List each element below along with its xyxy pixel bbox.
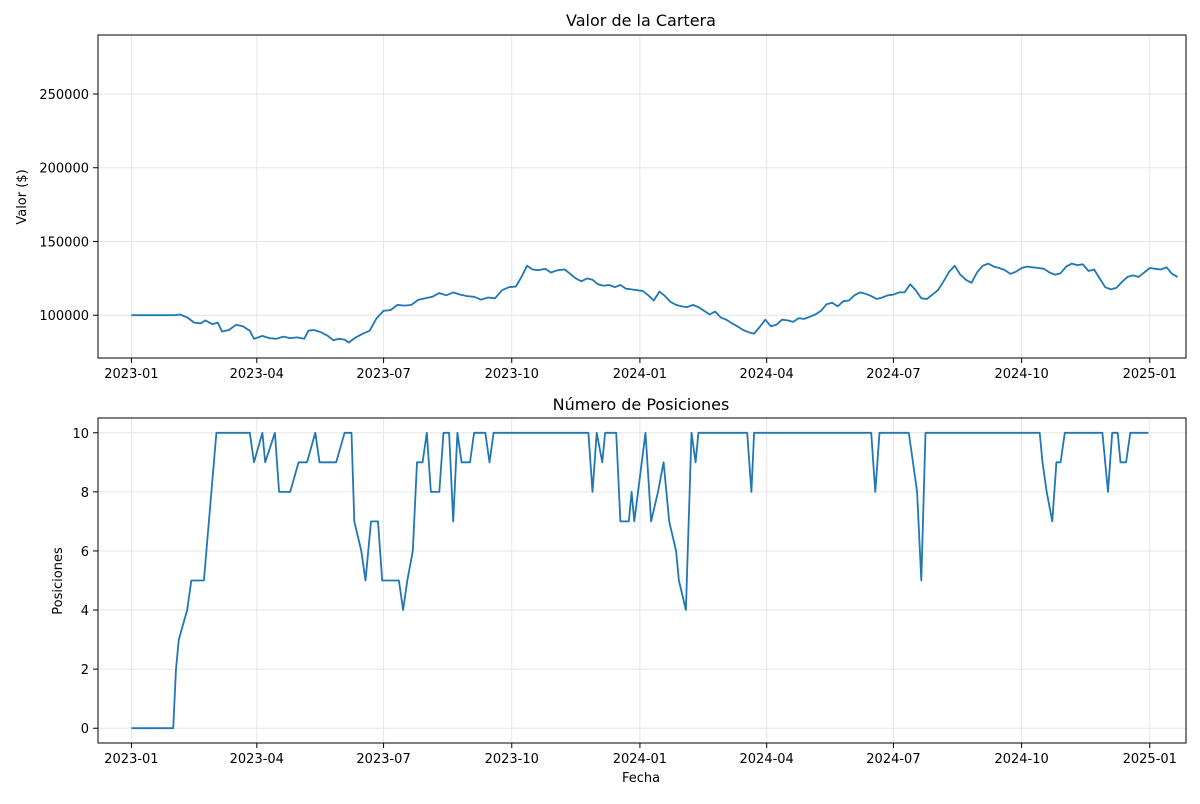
x-tick-label: 2024-10 <box>994 752 1048 767</box>
grid-portfolio-value <box>98 35 1186 358</box>
x-tick-label: 2023-04 <box>230 367 284 382</box>
x-axis-label-positions: Fecha <box>622 771 660 786</box>
series-line-portfolio-value <box>131 262 1179 344</box>
y-tick-label: 10 <box>72 427 89 442</box>
x-tick-label: 2025-01 <box>1123 367 1177 382</box>
x-tick-label: 2024-01 <box>613 752 667 767</box>
x-tick-label: 2023-07 <box>356 752 410 767</box>
series-line-positions <box>131 431 1149 730</box>
y-tick-label: 2 <box>81 663 89 678</box>
x-tick-label: 2023-01 <box>104 367 158 382</box>
x-tick-label: 2023-10 <box>485 752 539 767</box>
x-tick-label: 2024-04 <box>740 367 794 382</box>
y-tick-label: 100000 <box>39 309 89 324</box>
plot-frame-portfolio-value <box>97 34 1187 359</box>
x-tick-label: 2024-04 <box>740 752 794 767</box>
ticks-positions: 2023-01 2023-04 2023-07 2023-10 2024-01 2024-… <box>72 427 1176 767</box>
y-tick-label: 6 <box>81 545 89 560</box>
x-tick-label: 2024-07 <box>866 367 920 382</box>
x-tick-label: 2024-01 <box>613 367 667 382</box>
y-tick-label: 4 <box>81 604 89 619</box>
plot-frame-positions <box>97 417 1187 744</box>
x-tick-label: 2023-01 <box>104 752 158 767</box>
y-axis-label-positions: Posiciones <box>51 547 66 615</box>
y-tick-label: 0 <box>81 722 89 737</box>
chart-title-positions: Número de Posiciones <box>553 395 730 414</box>
positions-chart: Número de Posiciones 2023-01 2023-04 2023-… <box>51 395 1187 786</box>
y-tick-label: 250000 <box>39 88 89 103</box>
x-tick-label: 2025-01 <box>1123 752 1177 767</box>
portfolio-value-chart: Valor de la Cartera 2023-01 2023-04 2023-0… <box>15 11 1187 382</box>
y-tick-label: 8 <box>81 486 89 501</box>
x-tick-label: 2023-10 <box>485 367 539 382</box>
y-tick-label: 150000 <box>39 235 89 250</box>
y-tick-label: 200000 <box>39 162 89 177</box>
chart-title-portfolio-value: Valor de la Cartera <box>566 11 716 30</box>
x-tick-label: 2023-04 <box>230 752 284 767</box>
x-tick-label: 2023-07 <box>356 367 410 382</box>
x-tick-label: 2024-10 <box>994 367 1048 382</box>
x-tick-label: 2024-07 <box>866 752 920 767</box>
y-axis-label-portfolio-value: Valor ($) <box>15 169 30 224</box>
ticks-portfolio-value: 2023-01 2023-04 2023-07 2023-10 2024-01 2024-… <box>39 88 1177 382</box>
